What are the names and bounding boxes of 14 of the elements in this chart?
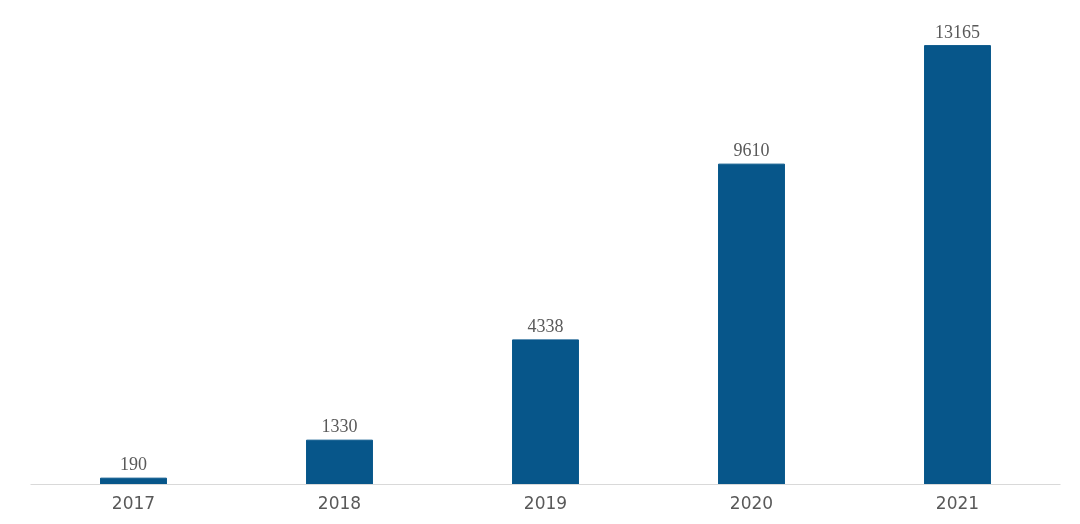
data-label: 9610 (733, 140, 770, 161)
data-label: 13165 (935, 21, 980, 42)
x-tick-label: 2019 (523, 492, 568, 513)
bar (306, 439, 373, 485)
bar (924, 45, 991, 485)
x-tick-label: 2017 (111, 492, 156, 513)
x-tick-label: 2021 (935, 492, 980, 513)
bar (718, 163, 785, 485)
x-tick-label: 2020 (729, 492, 774, 513)
data-label: 4338 (527, 315, 564, 336)
data-label: 1330 (321, 416, 358, 437)
bar (512, 339, 579, 485)
data-label: 190 (120, 454, 147, 475)
x-tick-label: 2018 (317, 492, 362, 513)
